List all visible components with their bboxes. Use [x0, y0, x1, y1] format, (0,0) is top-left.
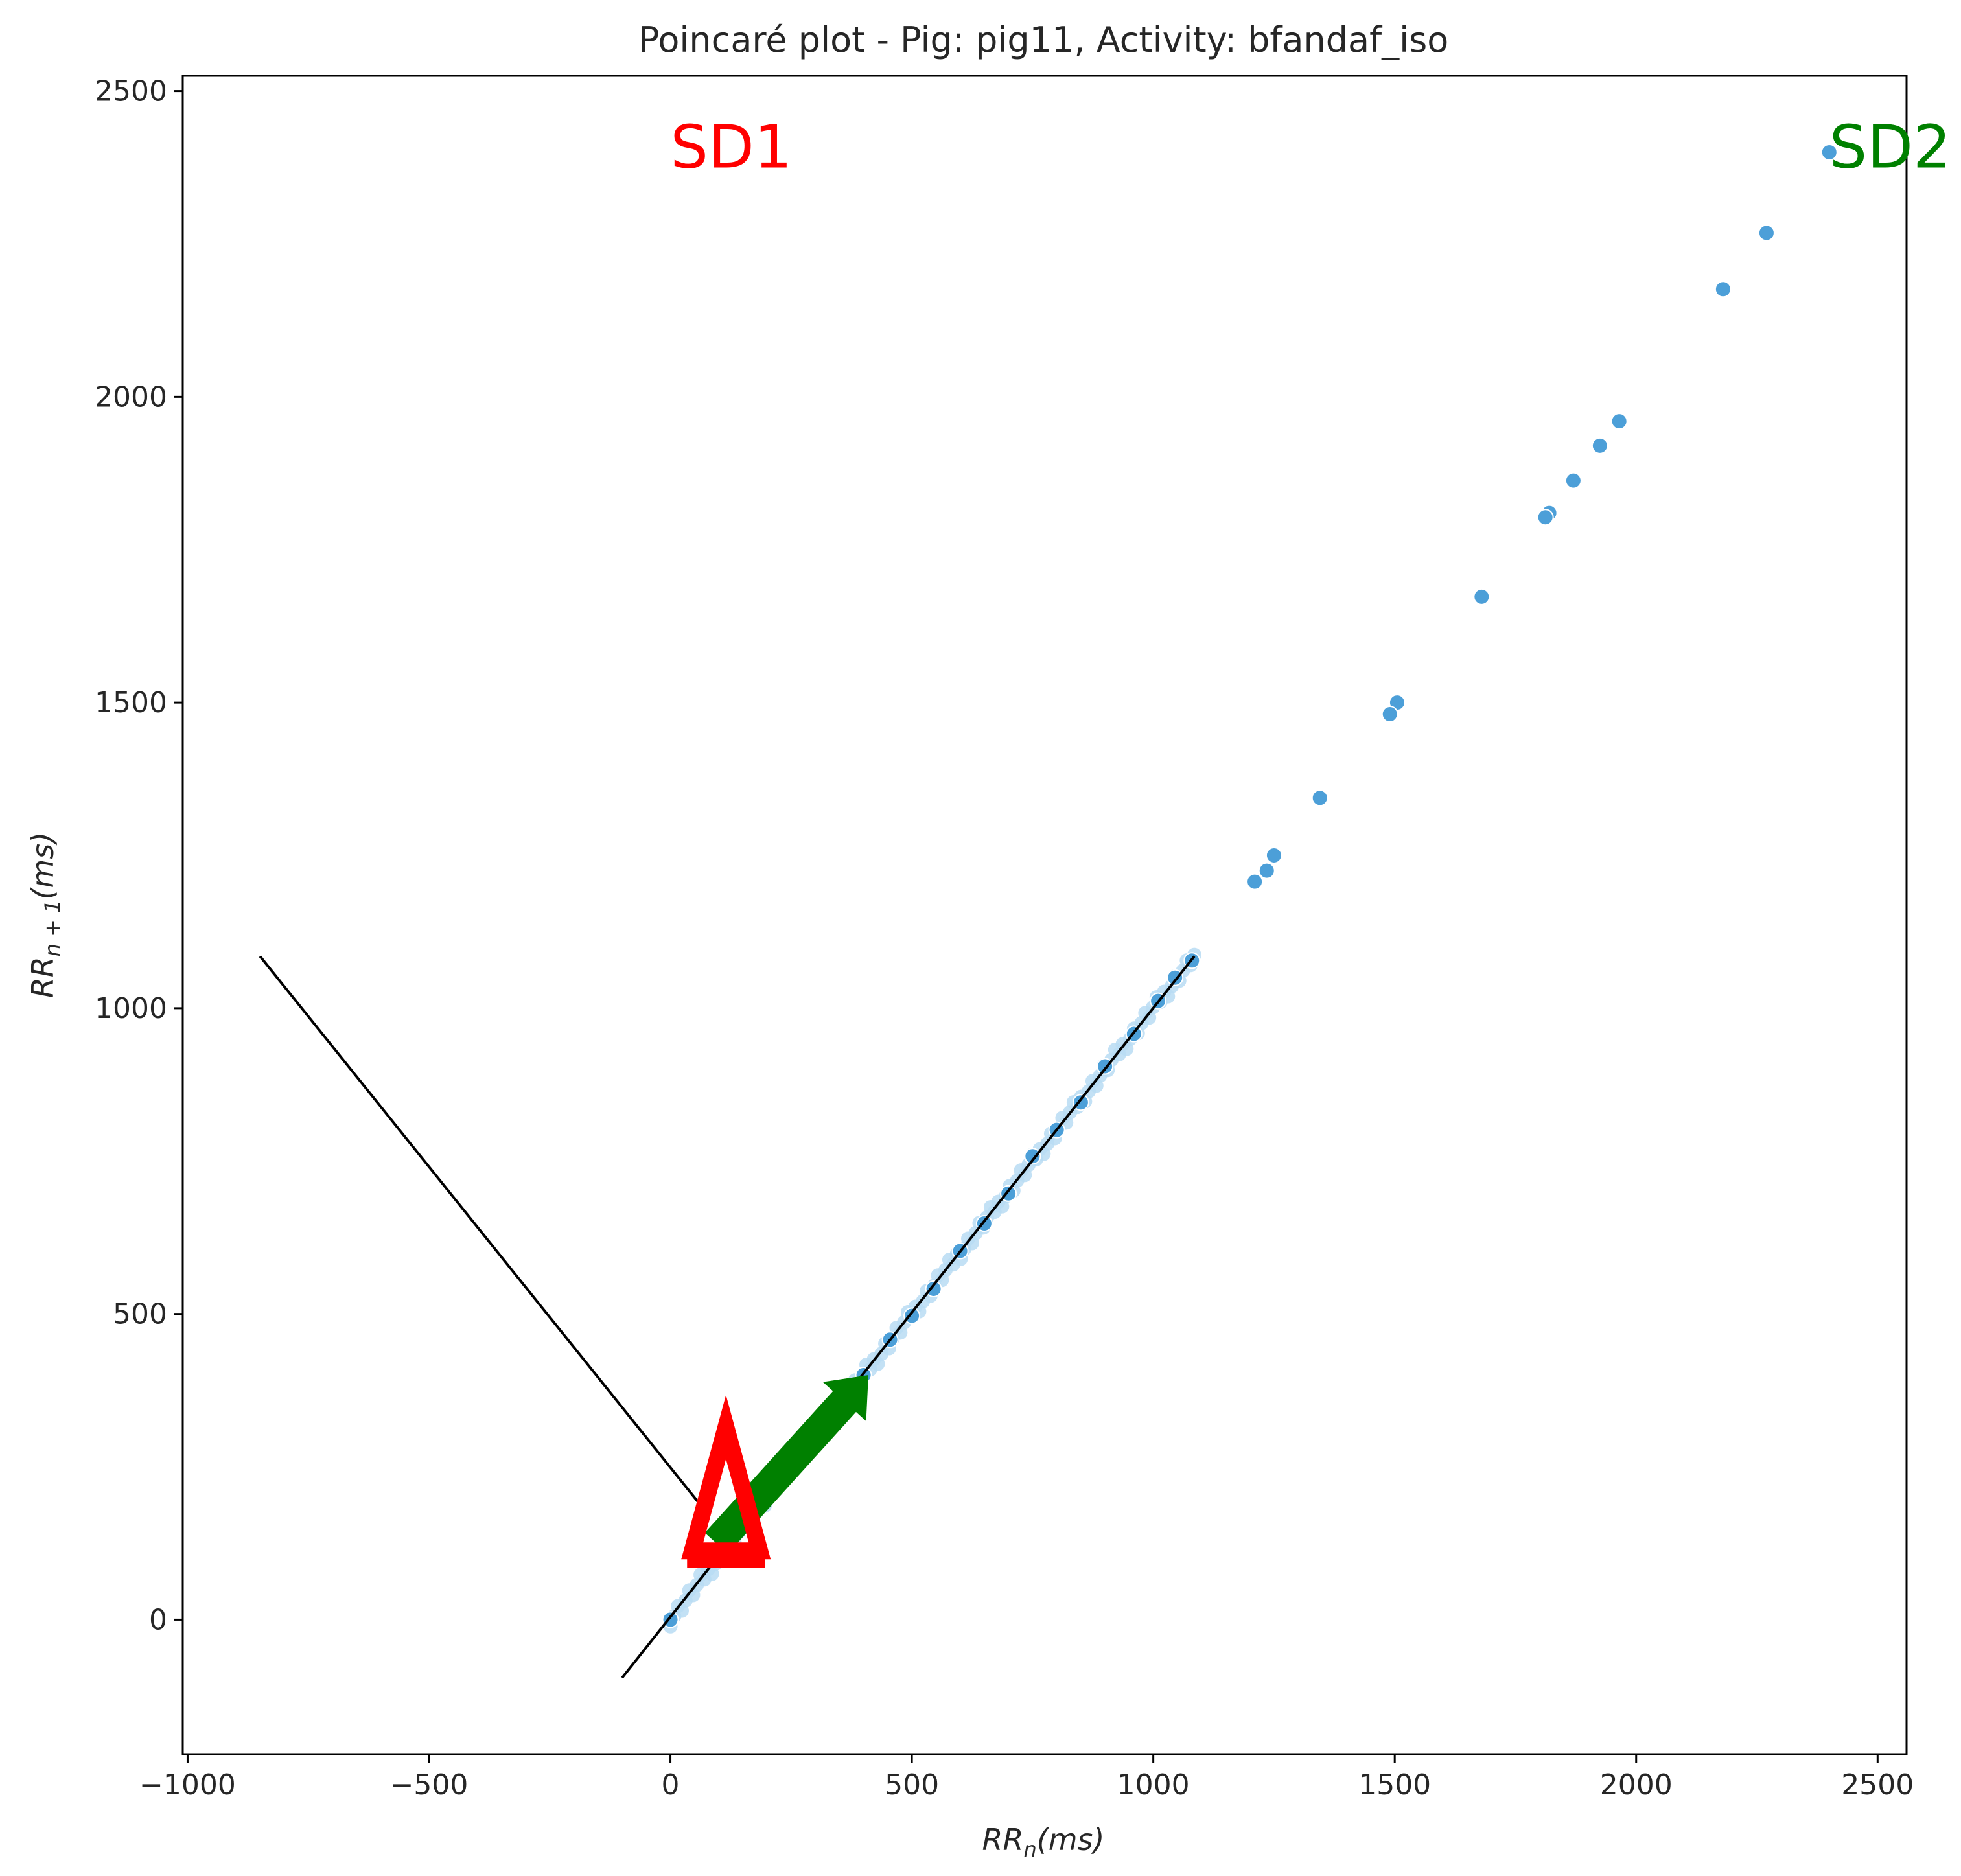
- y-axis-label-unit: (ms): [25, 832, 60, 900]
- x-tick-label: −500: [390, 1768, 469, 1801]
- annotation-sd1: SD1: [671, 113, 793, 182]
- y-tick-label: 2500: [95, 75, 167, 108]
- x-axis-label-sub: n: [1023, 1837, 1036, 1862]
- x-tick-label: 2500: [1841, 1768, 1914, 1801]
- y-tick-label: 500: [113, 1298, 167, 1331]
- data-point: [1473, 588, 1491, 605]
- y-tick-label: 1500: [95, 686, 167, 719]
- data-point: [1246, 873, 1264, 890]
- data-point: [925, 1280, 942, 1297]
- y-axis-label: RRn + 1(ms): [25, 832, 65, 998]
- x-tick-label: −1000: [139, 1768, 236, 1801]
- y-axis-label-sub: n + 1: [40, 899, 65, 956]
- data-point: [1537, 509, 1554, 526]
- data-point: [1265, 847, 1282, 864]
- data-point: [1591, 437, 1608, 454]
- data-point: [1024, 1148, 1041, 1165]
- sd1-arrow: [681, 1395, 771, 1568]
- chart-title: Poincaré plot - Pig: pig11, Activity: bf…: [638, 19, 1449, 60]
- x-tick-label: 1500: [1358, 1768, 1431, 1801]
- plot-area: [259, 143, 1838, 1679]
- x-axis-label-unit: (ms): [1037, 1822, 1105, 1857]
- data-point: [903, 1307, 921, 1325]
- y-axis: 0 500 1000 1500 2000 2500: [95, 75, 183, 1636]
- sd1-arrow-head: [681, 1395, 771, 1560]
- x-axis-label: RRn(ms): [982, 1822, 1105, 1862]
- axes-frame: [181, 75, 1908, 1755]
- y-axis-label-base: RR: [25, 956, 60, 998]
- data-point: [1258, 862, 1275, 879]
- y-tick-label: 2000: [95, 380, 167, 413]
- x-tick-label: 1000: [1117, 1768, 1190, 1801]
- y-tick-label: 0: [149, 1603, 167, 1636]
- x-tick-label: 2000: [1600, 1768, 1673, 1801]
- data-point: [1820, 143, 1838, 161]
- data-point: [1381, 706, 1398, 723]
- axis-line: [621, 955, 1196, 1679]
- data-point: [1564, 472, 1582, 489]
- annotations: SD1 SD2: [671, 113, 1951, 182]
- y-tick-label: 1000: [95, 992, 167, 1025]
- x-axis-label-base: RR: [982, 1822, 1024, 1857]
- x-axis: −1000 −500 0 500 1000 1500 2000 2500: [139, 1754, 1914, 1801]
- data-point: [1714, 281, 1732, 298]
- data-point: [1610, 413, 1628, 430]
- x-tick-label: 500: [885, 1768, 939, 1801]
- x-tick-label: 0: [662, 1768, 680, 1801]
- annotation-sd2: SD2: [1829, 113, 1951, 182]
- data-point: [1311, 789, 1329, 807]
- data-point: [1758, 224, 1775, 242]
- axis-line: [259, 955, 708, 1514]
